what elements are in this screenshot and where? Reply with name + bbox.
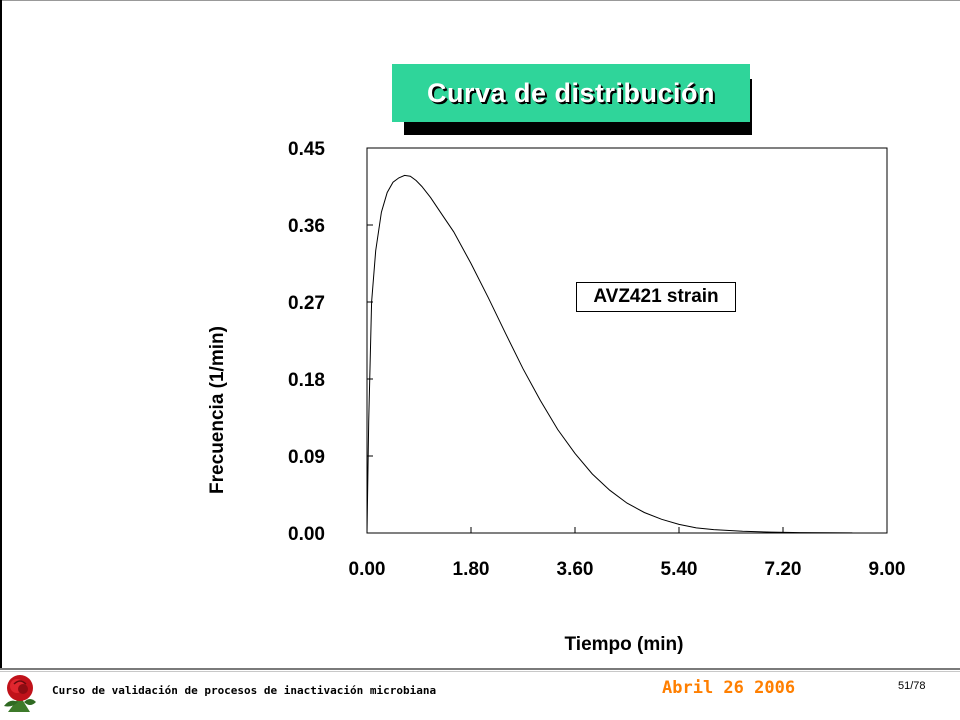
plot-frame [366, 147, 888, 534]
y-tick-label: 0.36 [288, 216, 325, 237]
x-tick-label: 1.80 [453, 559, 490, 580]
slide-left-border [0, 0, 2, 668]
y-tick-label: 0.27 [288, 293, 325, 314]
page-number: 51/78 [898, 680, 926, 692]
y-tick-label: 0.09 [288, 447, 325, 468]
footer-divider-light [0, 671, 960, 672]
y-tick-label: 0.18 [288, 370, 325, 391]
title-banner: Curva de distribución [392, 64, 750, 122]
strain-annotation: AVZ421 strain [576, 282, 736, 312]
x-tick-label: 7.20 [765, 559, 802, 580]
x-axis: 0.00 1.80 3.60 5.40 7.20 9.00 [349, 527, 906, 580]
y-axis: 0.00 0.09 0.18 0.27 0.36 0.45 [288, 139, 373, 545]
x-tick-label: 0.00 [349, 559, 386, 580]
y-tick-label: 0.00 [288, 524, 325, 545]
footer-course-name: Curso de validación de procesos de inact… [52, 684, 437, 697]
distribution-curve [366, 174, 853, 534]
rose-icon [0, 672, 40, 716]
slide-top-border [0, 0, 960, 1]
slide-title: Curva de distribución [426, 77, 716, 108]
y-axis-label: Frecuencia (1/min) [207, 326, 228, 494]
footer-divider [0, 668, 960, 670]
footer-date: Abril 26 2006 [662, 678, 796, 698]
x-tick-label: 5.40 [661, 559, 698, 580]
x-tick-label: 9.00 [869, 559, 906, 580]
y-tick-label: 0.45 [288, 139, 325, 160]
x-tick-label: 3.60 [557, 559, 594, 580]
x-axis-label: Tiempo (min) [564, 634, 684, 655]
